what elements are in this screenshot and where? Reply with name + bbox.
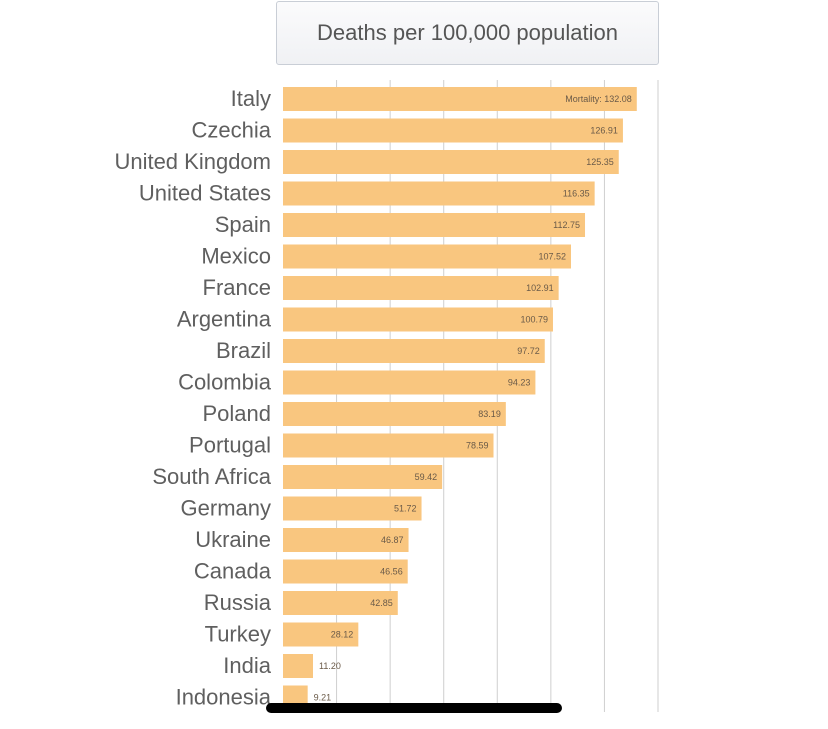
bar[interactable]: [283, 118, 623, 143]
category-label: Brazil: [216, 338, 271, 363]
bar[interactable]: [283, 654, 313, 678]
category-label: Argentina: [177, 307, 272, 332]
category-label: United Kingdom: [114, 149, 271, 174]
value-label: 102.91: [526, 283, 554, 293]
bar[interactable]: [283, 307, 553, 332]
category-label: Italy: [231, 86, 271, 111]
value-label: 42.85: [370, 598, 393, 608]
bar[interactable]: [283, 150, 619, 174]
category-label: Portugal: [189, 433, 271, 458]
bar[interactable]: [283, 370, 536, 395]
value-label: 97.72: [517, 346, 540, 356]
category-label: Spain: [215, 212, 271, 237]
value-label: 107.52: [538, 252, 566, 262]
category-label: Ukraine: [195, 527, 271, 552]
category-label: United States: [139, 181, 271, 206]
value-label: 78.59: [466, 441, 489, 451]
category-label: Indonesia: [176, 685, 272, 710]
chart-title: Deaths per 100,000 population: [276, 1, 659, 65]
value-label: 94.23: [508, 378, 531, 388]
category-label: Colombia: [178, 370, 272, 395]
bar[interactable]: [283, 496, 422, 521]
category-label: Poland: [202, 401, 271, 426]
value-label: 46.87: [381, 535, 404, 545]
category-label: France: [203, 275, 271, 300]
value-label: 116.35: [563, 189, 590, 199]
value-label: 126.91: [590, 126, 618, 136]
value-label: 28.12: [331, 630, 354, 640]
value-label: 83.19: [478, 409, 501, 419]
home-indicator[interactable]: [266, 703, 562, 713]
value-label: 9.21: [314, 693, 332, 703]
value-label: 59.42: [415, 472, 438, 482]
bar[interactable]: [283, 465, 443, 489]
category-label: Germany: [181, 496, 271, 521]
bar[interactable]: [283, 276, 559, 300]
value-label: 112.75: [553, 220, 580, 230]
category-label: South Africa: [152, 464, 271, 489]
bar[interactable]: [283, 528, 409, 552]
bar[interactable]: [283, 213, 586, 237]
bar[interactable]: [283, 591, 398, 615]
category-label: Canada: [194, 559, 272, 584]
bar[interactable]: [283, 402, 506, 426]
category-label: Turkey: [205, 622, 271, 647]
bar[interactable]: [283, 181, 595, 206]
value-label: 51.72: [394, 504, 417, 514]
category-label: Russia: [204, 590, 272, 615]
category-label: Mexico: [201, 244, 271, 269]
value-label: 11.20: [319, 661, 341, 671]
value-label: 46.56: [380, 567, 403, 577]
bar[interactable]: [283, 87, 637, 111]
bar[interactable]: [283, 559, 408, 584]
bar[interactable]: [283, 433, 494, 458]
bar[interactable]: [283, 622, 359, 647]
value-label: 100.79: [520, 315, 548, 325]
category-label: Czechia: [192, 118, 272, 143]
bar[interactable]: [283, 244, 571, 269]
value-label: Mortality: 132.08: [565, 94, 632, 104]
value-label: 125.35: [586, 157, 614, 167]
category-label: India: [223, 653, 271, 678]
bar[interactable]: [283, 339, 545, 363]
